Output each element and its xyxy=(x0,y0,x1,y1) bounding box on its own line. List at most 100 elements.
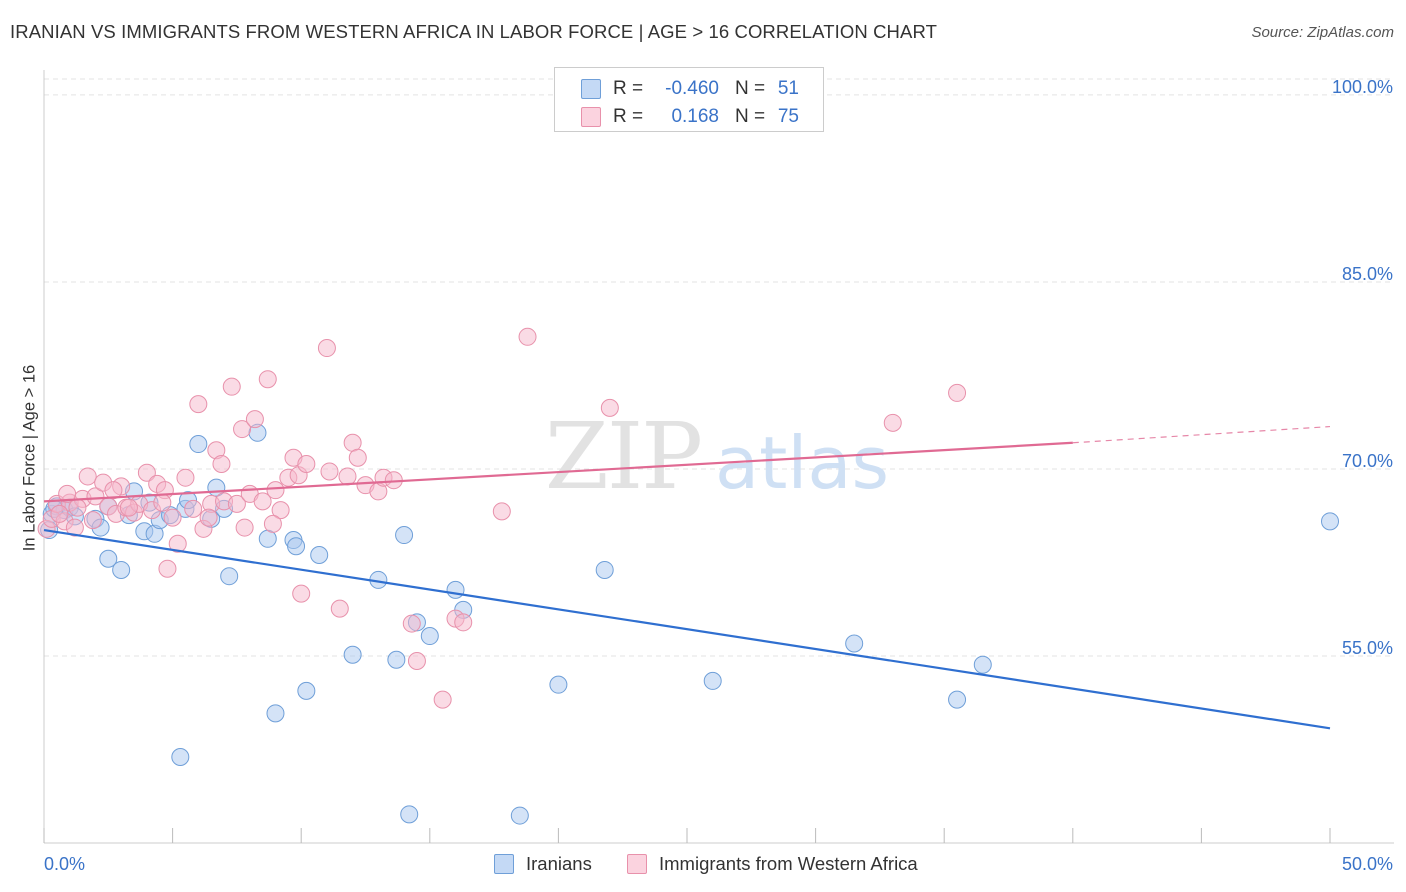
point-western-africa xyxy=(189,395,208,414)
point-western-africa xyxy=(78,467,97,486)
point-iranians xyxy=(287,537,306,556)
watermark: ZIP atlas xyxy=(545,403,889,510)
point-western-africa xyxy=(492,502,511,521)
point-western-africa xyxy=(253,492,272,511)
axes xyxy=(43,70,1394,844)
point-western-africa xyxy=(68,498,87,517)
y-tick-label: 100.0% xyxy=(1332,77,1393,97)
tick-labels: 100.0% 85.0% 70.0% 55.0% 0.0% 50.0% xyxy=(44,77,1393,874)
y-tick-label: 85.0% xyxy=(1342,264,1393,284)
point-western-africa xyxy=(948,383,967,402)
point-western-africa xyxy=(199,508,218,527)
point-western-africa xyxy=(212,454,231,473)
point-western-africa xyxy=(433,690,452,709)
legend-r-label: R = xyxy=(613,106,644,127)
point-iranians xyxy=(343,645,362,664)
chart-title: IRANIAN VS IMMIGRANTS FROM WESTERN AFRIC… xyxy=(10,21,937,42)
point-western-africa xyxy=(271,501,290,520)
point-iranians xyxy=(258,529,277,548)
point-iranians xyxy=(948,690,967,709)
point-western-africa xyxy=(348,448,367,467)
point-iranians xyxy=(266,704,285,723)
legend-r-value: -0.460 xyxy=(665,78,719,99)
legend-swatch-iranians xyxy=(494,854,514,874)
point-western-africa xyxy=(883,413,902,432)
legend-r-label: R = xyxy=(613,78,644,99)
point-iranians xyxy=(845,634,864,653)
point-western-africa xyxy=(454,613,473,632)
stats-legend: R = -0.460 N = 51 R = 0.168 N = 75 xyxy=(554,67,824,132)
point-western-africa xyxy=(65,518,84,537)
point-iranians xyxy=(510,806,529,825)
point-western-africa xyxy=(297,454,316,473)
point-iranians xyxy=(310,545,329,564)
point-western-africa xyxy=(104,481,123,500)
point-western-africa xyxy=(153,493,172,512)
legend-swatch-iranians xyxy=(581,79,601,99)
point-iranians xyxy=(549,675,568,694)
y-tick-label: 55.0% xyxy=(1342,638,1393,658)
point-iranians xyxy=(112,560,131,579)
y-tick-label: 70.0% xyxy=(1342,451,1393,471)
y-axis-label: In Labor Force | Age > 16 xyxy=(20,364,39,552)
point-western-africa xyxy=(245,410,264,429)
chart-source: Source: ZipAtlas.com xyxy=(1251,24,1394,41)
point-western-africa xyxy=(137,463,156,482)
point-iranians xyxy=(703,671,722,690)
point-western-africa xyxy=(402,614,421,633)
point-iranians xyxy=(297,681,316,700)
legend-row-iranians: R = -0.460 N = 51 xyxy=(555,75,823,103)
point-western-africa xyxy=(58,484,77,503)
watermark-atlas: atlas xyxy=(715,421,889,505)
x-tick-label-left: 0.0% xyxy=(44,854,85,874)
trend-extension-western-africa xyxy=(1072,425,1331,444)
legend-n-value: 51 xyxy=(777,78,799,99)
point-western-africa xyxy=(158,559,177,578)
legend-row-western-africa: R = 0.168 N = 75 xyxy=(555,103,823,131)
point-western-africa xyxy=(227,494,246,513)
point-iranians xyxy=(595,560,614,579)
point-western-africa xyxy=(407,651,426,670)
point-iranians xyxy=(220,567,239,586)
point-western-africa xyxy=(338,467,357,486)
grid-lines xyxy=(44,78,1394,657)
data-points xyxy=(37,327,1339,825)
point-western-africa xyxy=(119,498,138,517)
legend-r-value: 0.168 xyxy=(671,106,719,127)
point-western-africa xyxy=(330,599,349,618)
point-iranians xyxy=(387,650,406,669)
point-iranians xyxy=(1321,512,1339,531)
point-western-africa xyxy=(320,462,339,481)
x-tick-label-right: 50.0% xyxy=(1342,854,1393,874)
point-western-africa xyxy=(266,481,285,500)
point-iranians xyxy=(395,526,414,545)
point-western-africa xyxy=(86,487,105,506)
point-western-africa xyxy=(235,518,254,537)
point-western-africa xyxy=(292,584,311,603)
point-western-africa xyxy=(258,370,277,389)
point-western-africa xyxy=(176,468,195,487)
watermark-zip: ZIP xyxy=(545,403,701,510)
point-iranians xyxy=(973,655,992,674)
trend-lines xyxy=(43,425,1331,730)
point-western-africa xyxy=(518,327,537,346)
legend-swatch-western-africa xyxy=(627,854,647,874)
point-iranians xyxy=(400,805,419,824)
point-iranians xyxy=(189,435,208,454)
point-western-africa xyxy=(50,504,69,523)
point-iranians xyxy=(171,747,190,766)
point-western-africa xyxy=(184,499,203,518)
legend-label-western-africa: Immigrants from Western Africa xyxy=(659,853,918,874)
point-western-africa xyxy=(233,420,252,439)
legend-n-value: 75 xyxy=(777,106,799,127)
point-western-africa xyxy=(343,433,362,452)
point-western-africa xyxy=(317,339,336,358)
point-western-africa xyxy=(600,398,619,417)
legend-swatch-western-africa xyxy=(581,107,601,127)
trend-line-iranians xyxy=(43,528,1331,730)
point-western-africa xyxy=(83,511,102,530)
legend-n-label: N = xyxy=(735,106,766,127)
point-iranians xyxy=(420,627,439,646)
point-western-africa xyxy=(222,377,241,396)
